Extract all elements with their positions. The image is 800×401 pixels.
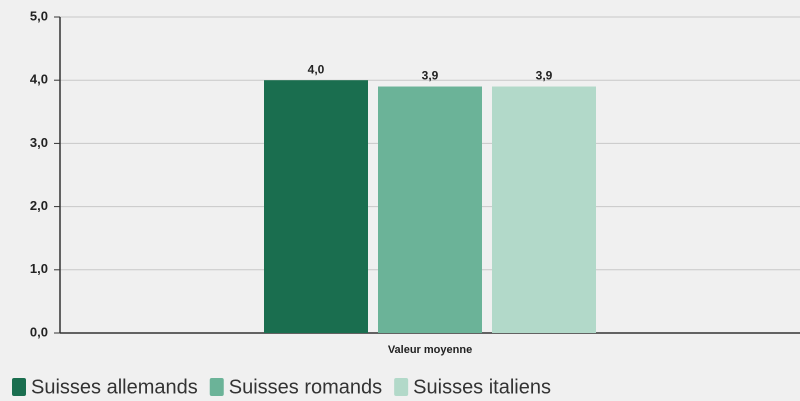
legend-swatch	[394, 378, 409, 396]
value-label: 3,9	[536, 69, 553, 83]
y-tick-label: 0,0	[30, 324, 48, 339]
bar	[492, 86, 596, 334]
y-tick-label: 2,0	[30, 198, 48, 213]
bar	[264, 80, 368, 333]
legend-swatch	[209, 378, 224, 396]
y-tick-label: 1,0	[30, 261, 48, 276]
value-label: 4,0	[308, 62, 325, 76]
x-tick-label: Valeur moyenne	[388, 344, 472, 356]
legend-label: Suisses allemands	[31, 376, 198, 398]
bar	[378, 86, 482, 334]
legend-swatch	[12, 378, 26, 396]
value-label: 3,9	[422, 69, 439, 83]
y-tick-label: 3,0	[30, 135, 48, 150]
y-tick-label: 4,0	[30, 72, 48, 87]
legend-label: Suisses romands	[229, 376, 382, 398]
y-tick-label: 5,0	[30, 8, 48, 23]
legend-label: Suisses italiens	[413, 376, 551, 398]
